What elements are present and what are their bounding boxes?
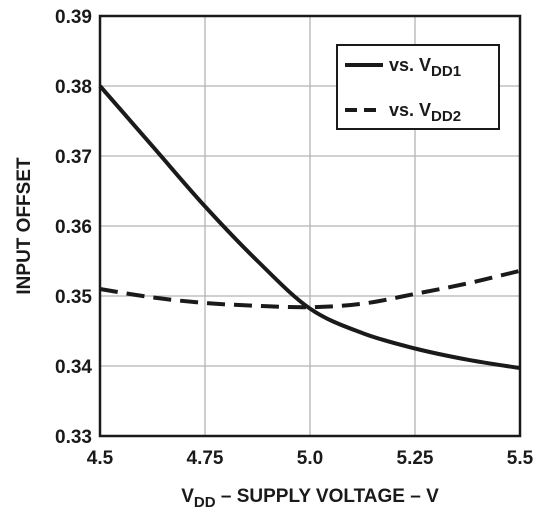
x-axis-label-main: V [181, 486, 194, 507]
x-tick-label: 5.5 [507, 448, 534, 469]
x-tick-label: 5.25 [397, 448, 434, 469]
legend-label: vs. VDD2 [389, 100, 461, 125]
legend-label: vs. VDD1 [389, 55, 461, 80]
y-axis-label: INPUT OFFSET [14, 157, 35, 295]
series-layer [98, 84, 521, 371]
plot-frame [98, 14, 522, 438]
x-axis-label-sub: DD [194, 494, 216, 511]
x-tick-label: 5.0 [297, 448, 323, 469]
x-tick-label: 4.75 [187, 448, 224, 469]
y-tick-label: 0.36 [55, 217, 92, 238]
x-axis-label: VDD – SUPPLY VOLTAGE – V [181, 486, 439, 511]
y-tick-label: 0.39 [55, 7, 92, 28]
y-tick-label: 0.38 [55, 77, 92, 98]
x-axis-label-rest: – SUPPLY VOLTAGE – V [216, 486, 439, 507]
y-tick-labels: 0.39 0.38 0.37 0.36 0.35 0.34 0.33 [55, 7, 92, 448]
x-tick-label: 4.5 [87, 448, 114, 469]
y-tick-label: 0.33 [55, 427, 92, 448]
legend-box [336, 44, 500, 130]
y-tick-label: 0.34 [55, 357, 92, 378]
y-tick-label: 0.35 [55, 287, 92, 308]
y-tick-label: 0.37 [55, 147, 92, 168]
series-line-dashed [99, 268, 521, 310]
x-tick-labels: 4.5 4.75 5.0 5.25 5.5 [87, 448, 534, 469]
legend: vs. VDD1 vs. VDD2 [336, 44, 500, 130]
series-line-solid [98, 84, 521, 371]
